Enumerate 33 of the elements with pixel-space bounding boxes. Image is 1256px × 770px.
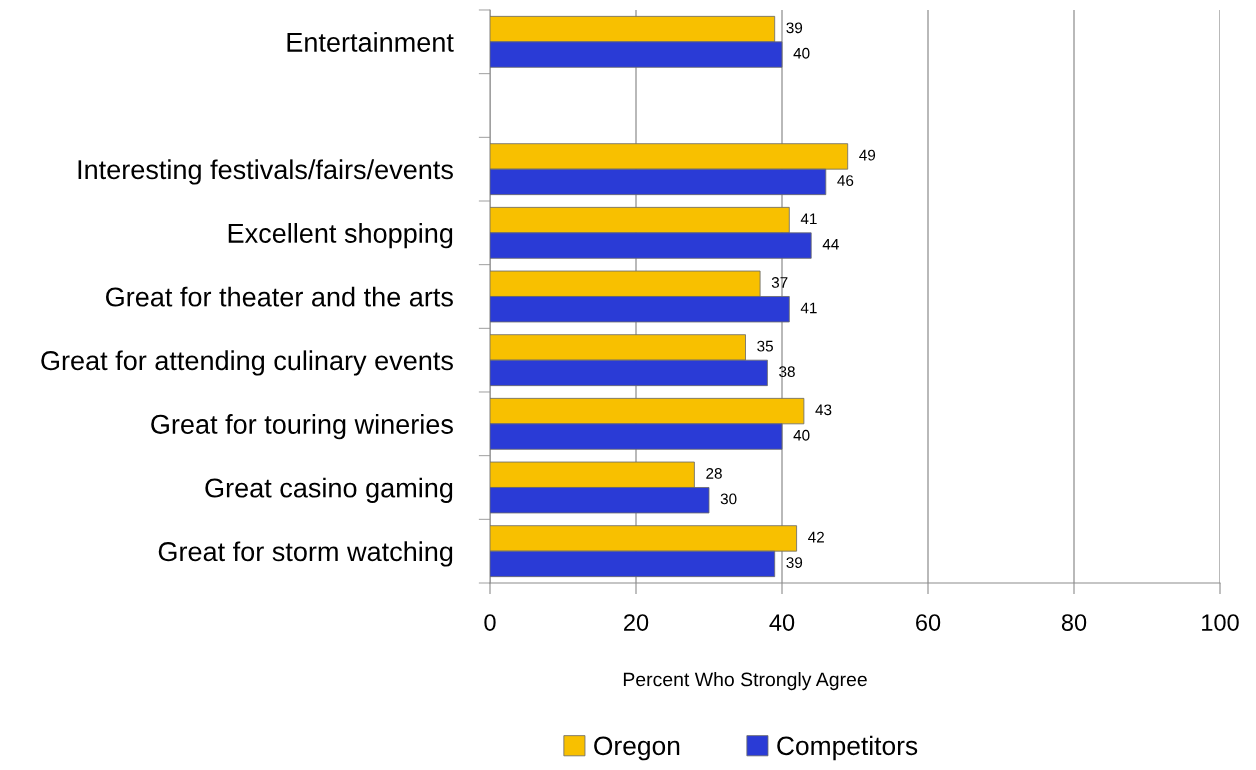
x-tick-label: 20 bbox=[624, 614, 649, 631]
data-label: 40 bbox=[793, 47, 810, 59]
x-tick-label: 60 bbox=[916, 614, 941, 631]
data-label: 41 bbox=[800, 213, 817, 225]
x-tick-label: 0 bbox=[484, 614, 496, 631]
data-label: 37 bbox=[771, 277, 788, 288]
data-label: 30 bbox=[720, 493, 737, 505]
legend-label: Competitors bbox=[777, 735, 918, 761]
x-axis-title: Percent Who Strongly Agree bbox=[623, 672, 867, 691]
data-label: 42 bbox=[808, 531, 824, 543]
y-tick-label: Entertainment bbox=[287, 32, 454, 52]
data-label: 49 bbox=[859, 149, 876, 161]
data-label: 44 bbox=[822, 239, 839, 250]
data-label: 38 bbox=[779, 366, 795, 377]
data-label: 46 bbox=[837, 175, 854, 186]
data-label: 39 bbox=[786, 22, 803, 34]
data-label: 43 bbox=[815, 404, 832, 416]
x-tick-label: 100 bbox=[1202, 614, 1239, 631]
data-label: 28 bbox=[706, 468, 722, 479]
data-label: 40 bbox=[793, 429, 810, 441]
x-tick-label: 80 bbox=[1061, 614, 1087, 631]
y-tick-label: Excellent shopping bbox=[228, 223, 453, 249]
y-tick-label: Great casino gaming bbox=[205, 477, 453, 503]
y-tick-label: Great for attending culinary events bbox=[41, 350, 453, 376]
x-tick-label: 40 bbox=[769, 614, 795, 631]
data-label: 35 bbox=[757, 340, 773, 352]
y-tick-label: Interesting festivals/fairs/events bbox=[78, 159, 453, 185]
data-label: 41 bbox=[800, 302, 817, 314]
data-label: 39 bbox=[786, 557, 803, 568]
y-tick-label: Great for theater and the arts bbox=[106, 286, 453, 307]
legend-label: Oregon bbox=[594, 736, 680, 761]
y-tick-label: Great for storm watching bbox=[158, 541, 453, 567]
y-tick-label: Great for touring wineries bbox=[151, 414, 453, 440]
